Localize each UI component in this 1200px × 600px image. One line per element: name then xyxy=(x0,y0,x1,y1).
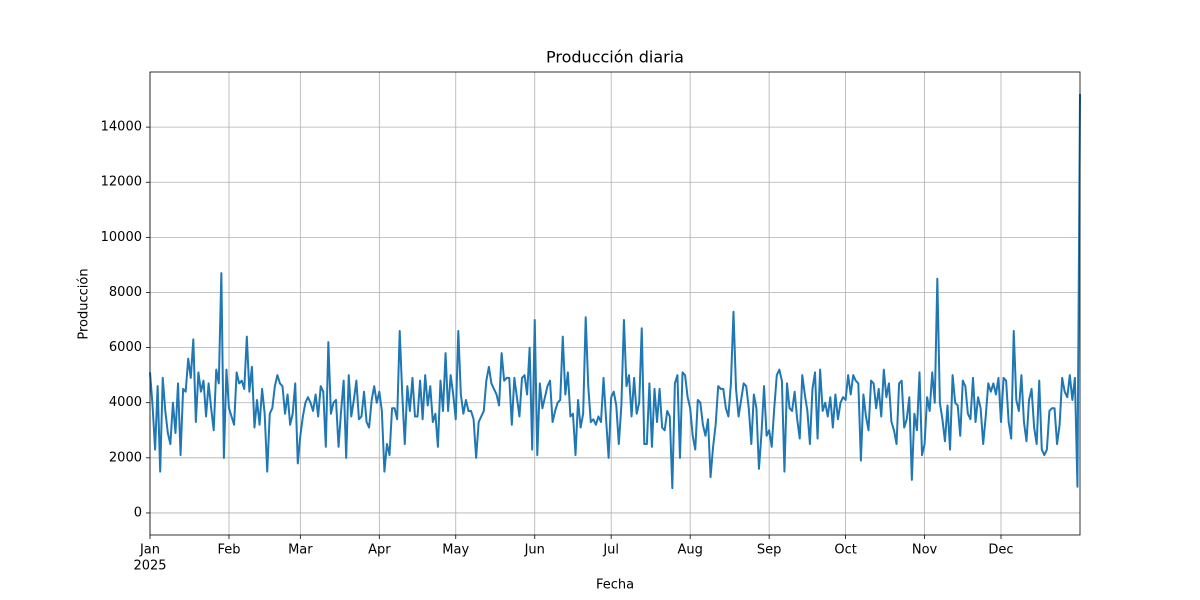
chart-title: Producción diaria xyxy=(546,48,684,67)
x-tick-label: May xyxy=(442,543,469,558)
x-tick-label: Nov xyxy=(912,543,938,558)
x-tick-label: Aug xyxy=(677,543,702,558)
x-tick-label: Dec xyxy=(988,543,1013,558)
x-tick-label: Sep xyxy=(757,543,782,558)
y-tick-label: 14000 xyxy=(101,120,142,135)
x-tick-label: Jul xyxy=(602,543,619,558)
x-tick-label: Apr xyxy=(368,543,391,558)
y-tick-label: 8000 xyxy=(109,285,142,300)
plot-area: 0 2000 4000 6000 8000 10000 12000 14000 Jan Feb Ma… xyxy=(101,72,1081,558)
y-tick-label: 10000 xyxy=(101,230,142,245)
y-tick-label: 2000 xyxy=(109,450,142,465)
y-tick-label: 4000 xyxy=(109,395,142,410)
x-tick-label: Oct xyxy=(834,543,856,558)
x-tick-label: Mar xyxy=(288,543,313,558)
x-year-label: 2025 xyxy=(133,559,166,574)
y-axis-label: Producción xyxy=(77,268,92,339)
plot-frame xyxy=(149,71,1081,536)
y-tick-label: 12000 xyxy=(101,175,142,190)
x-tick-label: Feb xyxy=(217,543,240,558)
x-tick-label: Jun xyxy=(524,543,545,558)
y-tick-label: 0 xyxy=(134,505,142,520)
x-tick-label: Jan xyxy=(139,543,160,558)
x-axis-label: Fecha xyxy=(596,578,634,593)
data-line xyxy=(149,94,1081,490)
y-tick-label: 6000 xyxy=(109,340,142,355)
